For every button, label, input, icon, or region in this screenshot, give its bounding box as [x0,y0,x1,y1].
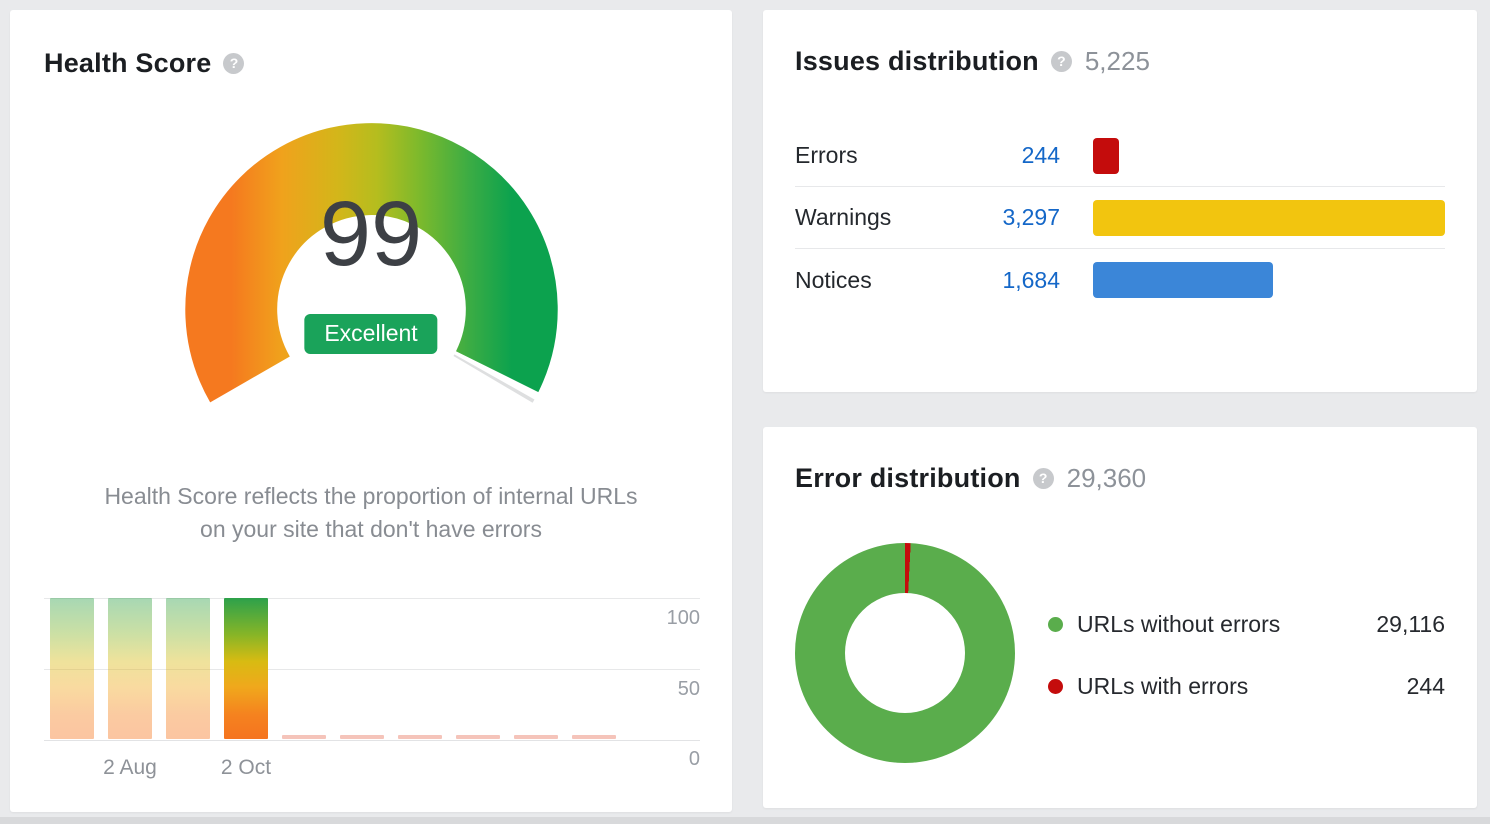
page-bottom-edge [0,817,1490,824]
legend-value: 244 [1406,672,1445,699]
legend-row[interactable]: URLs with errors 244 [1048,669,1445,703]
issues-distribution-header: Issues distribution ? 5,225 [763,10,1477,77]
health-score-trend-chart: 100 50 0 2 Aug 2 Oct [44,598,700,779]
issue-bar-track [1093,137,1445,174]
y-tick-100: 100 [666,607,700,629]
issues-distribution-title: Issues distribution [795,46,1039,76]
description-line-2: on your site that don't have errors [200,515,542,542]
error-distribution-card: Error distribution ? 29,360 URLs without… [763,427,1477,808]
trend-bar[interactable] [572,735,616,739]
trend-bar[interactable] [166,598,210,739]
legend-value: 29,116 [1376,610,1445,637]
health-score-title: Health Score [44,48,212,78]
issue-bar-track [1093,199,1445,236]
description-line-1: Health Score reflects the proportion of … [104,483,638,509]
issue-row-value-link[interactable]: 244 [1021,142,1060,168]
legend-dot [1048,616,1063,632]
trend-bar[interactable] [224,598,268,739]
trend-bar[interactable] [108,598,152,739]
error-legend: URLs without errors 29,116 URLs with err… [1048,607,1445,731]
legend-label: URLs with errors [1077,672,1249,699]
trend-bar[interactable] [282,735,326,739]
help-icon[interactable]: ? [1032,468,1054,489]
health-score-gauge [10,106,732,411]
trend-bar[interactable] [340,735,384,739]
health-score-card: Health Score ? [10,10,732,812]
issue-row-label: Errors [795,142,858,168]
legend-label: URLs without errors [1077,610,1281,637]
legend-dot [1048,678,1063,694]
issue-row-value-link[interactable]: 3,297 [1002,204,1060,230]
table-row: Errors 244 [795,125,1445,187]
gridline-0 [44,740,700,741]
y-tick-0: 0 [688,748,700,770]
trend-x-label: 2 Oct [220,756,272,779]
issues-distribution-card: Issues distribution ? 5,225 Errors 244 W… [763,10,1477,392]
error-donut[interactable] [795,543,1015,763]
trend-bar[interactable] [398,735,442,739]
help-icon[interactable]: ? [1050,51,1072,72]
trend-x-label: 2 Aug [103,756,157,779]
trend-bar[interactable] [50,598,94,739]
table-row: Notices 1,684 [795,249,1445,311]
help-icon[interactable]: ? [223,53,245,74]
issue-bar-track [1093,262,1445,298]
gridline-50 [44,669,700,670]
issue-bar[interactable] [1093,199,1445,236]
health-score-description: Health Score reflects the proportion of … [10,480,732,545]
issue-row-value-link[interactable]: 1,684 [1002,266,1060,293]
health-score-value: 99 [319,183,423,285]
error-total-count: 29,360 [1066,463,1147,493]
issues-total-count: 5,225 [1084,46,1150,76]
trend-bar[interactable] [514,735,558,739]
issue-row-label: Warnings [795,204,892,230]
y-tick-50: 50 [677,678,700,700]
error-distribution-title: Error distribution [795,463,1021,493]
trend-bars [44,598,700,740]
table-row: Warnings 3,297 [795,187,1445,249]
legend-row[interactable]: URLs without errors 29,116 [1048,607,1445,641]
trend-bar[interactable] [456,735,500,739]
issue-bar[interactable] [1093,137,1120,174]
issues-table: Errors 244 Warnings 3,297 Notices 1,684 [795,125,1445,311]
issue-bar[interactable] [1093,262,1273,298]
health-score-header: Health Score ? [10,10,732,79]
issue-row-label: Notices [795,266,872,293]
error-distribution-header: Error distribution ? 29,360 [763,427,1477,494]
gauge-arc [184,123,558,403]
gridline-100 [44,598,700,599]
health-score-rating-badge: Excellent [304,314,438,354]
